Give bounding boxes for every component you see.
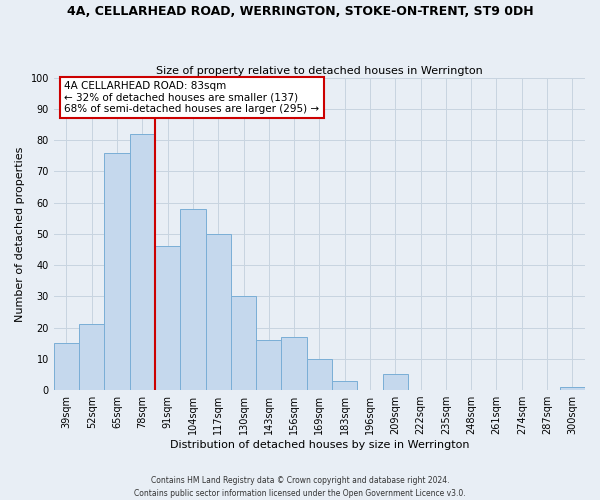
Title: Size of property relative to detached houses in Werrington: Size of property relative to detached ho…	[156, 66, 483, 76]
Bar	[231, 296, 256, 390]
Bar	[332, 380, 358, 390]
Text: Contains HM Land Registry data © Crown copyright and database right 2024.
Contai: Contains HM Land Registry data © Crown c…	[134, 476, 466, 498]
Bar	[79, 324, 104, 390]
Bar	[560, 387, 585, 390]
Text: 4A, CELLARHEAD ROAD, WERRINGTON, STOKE-ON-TRENT, ST9 0DH: 4A, CELLARHEAD ROAD, WERRINGTON, STOKE-O…	[67, 5, 533, 18]
Y-axis label: Number of detached properties: Number of detached properties	[15, 146, 25, 322]
Bar	[54, 343, 79, 390]
Bar	[256, 340, 281, 390]
Bar	[104, 152, 130, 390]
Bar	[206, 234, 231, 390]
X-axis label: Distribution of detached houses by size in Werrington: Distribution of detached houses by size …	[170, 440, 469, 450]
Bar	[130, 134, 155, 390]
Bar	[180, 209, 206, 390]
Bar	[383, 374, 408, 390]
Text: 4A CELLARHEAD ROAD: 83sqm
← 32% of detached houses are smaller (137)
68% of semi: 4A CELLARHEAD ROAD: 83sqm ← 32% of detac…	[64, 81, 320, 114]
Bar	[281, 337, 307, 390]
Bar	[155, 246, 180, 390]
Bar	[307, 359, 332, 390]
